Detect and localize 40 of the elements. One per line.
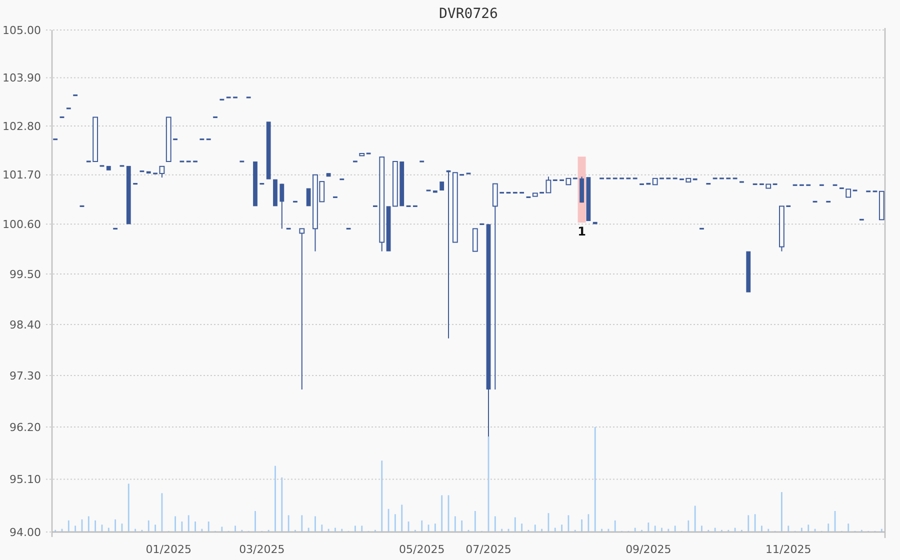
x-tick-label: 01/2025 <box>146 543 192 556</box>
y-tick-label: 105.00 <box>2 24 41 37</box>
candlestick <box>273 179 278 206</box>
candlestick <box>566 178 572 186</box>
candlestick <box>586 177 591 222</box>
candlestick <box>280 183 284 230</box>
y-tick-label: 100.60 <box>2 218 41 232</box>
chart-title: DVR0726 <box>438 6 498 22</box>
y-tick-label: 103.90 <box>2 72 41 85</box>
x-tick-label: 03/2025 <box>239 543 285 556</box>
x-tick-label: 11/2025 <box>766 543 812 556</box>
candlestick <box>253 161 258 206</box>
candlestick <box>432 190 438 193</box>
y-tick-label: 102.80 <box>2 120 41 133</box>
candlestick <box>546 176 552 194</box>
candlestick <box>592 222 598 224</box>
candlestick <box>126 166 131 224</box>
candlestick <box>266 122 271 180</box>
y-tick-label: 96.20 <box>10 420 41 434</box>
y-tick-label: 99.50 <box>10 268 41 281</box>
annotation: 1 <box>578 224 586 239</box>
candlestick <box>386 206 391 252</box>
candlestick <box>878 190 884 220</box>
candlestick <box>359 152 365 156</box>
candlestick <box>440 182 444 190</box>
y-tick-label: 98.40 <box>10 318 41 332</box>
candlestick <box>106 166 111 170</box>
x-tick-label: 07/2025 <box>466 543 512 556</box>
candlestick <box>326 173 331 177</box>
y-tick-label: 101.70 <box>2 168 41 182</box>
candlestick <box>159 166 165 178</box>
y-tick-label: 94.00 <box>10 526 41 539</box>
x-tick-label: 09/2025 <box>626 543 672 556</box>
candlestick <box>146 171 151 174</box>
candlestick <box>299 228 305 390</box>
y-tick-label: 95.10 <box>10 473 41 486</box>
candlestick <box>472 228 478 252</box>
x-tick-label: 05/2025 <box>399 543 445 556</box>
candlestick <box>746 251 751 292</box>
y-tick-label: 97.30 <box>10 369 41 382</box>
